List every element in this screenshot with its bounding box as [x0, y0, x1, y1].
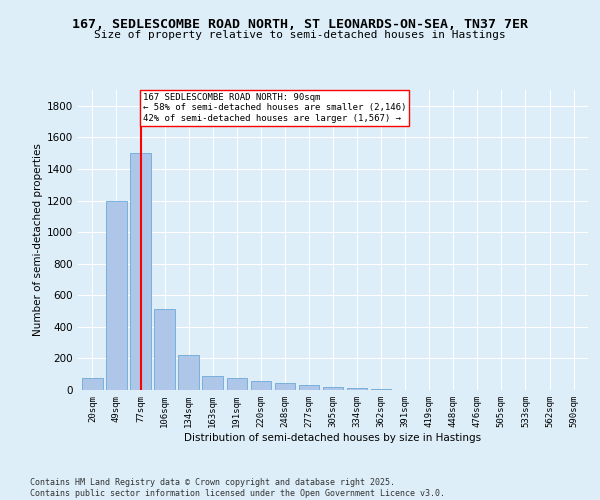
Bar [227, 378, 247, 390]
Text: Contains HM Land Registry data © Crown copyright and database right 2025.
Contai: Contains HM Land Registry data © Crown c… [30, 478, 445, 498]
Text: 167, SEDLESCOMBE ROAD NORTH, ST LEONARDS-ON-SEA, TN37 7ER: 167, SEDLESCOMBE ROAD NORTH, ST LEONARDS… [72, 18, 528, 30]
Bar [154, 310, 175, 390]
Bar [202, 376, 223, 390]
Bar [323, 387, 343, 390]
Text: Size of property relative to semi-detached houses in Hastings: Size of property relative to semi-detach… [94, 30, 506, 40]
Bar [178, 356, 199, 390]
X-axis label: Distribution of semi-detached houses by size in Hastings: Distribution of semi-detached houses by … [184, 432, 482, 442]
Bar [275, 383, 295, 390]
Text: 167 SEDLESCOMBE ROAD NORTH: 90sqm
← 58% of semi-detached houses are smaller (2,1: 167 SEDLESCOMBE ROAD NORTH: 90sqm ← 58% … [143, 93, 406, 123]
Bar [251, 380, 271, 390]
Bar [299, 386, 319, 390]
Bar [130, 153, 151, 390]
Bar [106, 200, 127, 390]
Bar [82, 378, 103, 390]
Y-axis label: Number of semi-detached properties: Number of semi-detached properties [33, 144, 43, 336]
Bar [347, 388, 367, 390]
Bar [371, 389, 391, 390]
